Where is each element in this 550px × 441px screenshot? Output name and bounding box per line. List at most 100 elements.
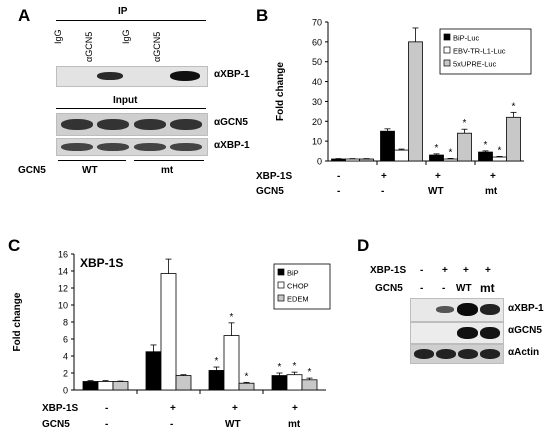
panel-b-gcn5-label: GCN5 xyxy=(256,186,284,197)
ip-xbp1-blot xyxy=(56,66,208,87)
chart-b-legend-label: 5xUPRE-Luc xyxy=(453,60,497,69)
blot-band xyxy=(414,349,434,359)
group-line xyxy=(134,160,204,161)
chart-b-legend-swatch xyxy=(443,59,451,67)
panel-b-xbp-sign: + xyxy=(490,171,496,182)
chart-c-legend-label: EDEM xyxy=(287,295,309,304)
input-label-gcn5: αGCN5 xyxy=(214,117,248,128)
panel-d-gcn5-sign: WT xyxy=(456,283,472,294)
panel-d-xbp-sign: - xyxy=(420,265,424,276)
chart-c-legend-swatch xyxy=(277,294,285,302)
chart-c-bar xyxy=(97,381,114,391)
chart-b-legend-box xyxy=(439,28,532,75)
chart-b-legend-swatch xyxy=(443,46,451,54)
blot-band xyxy=(170,119,202,130)
input-title: Input xyxy=(113,95,138,106)
blot-band xyxy=(97,119,129,130)
panel-c-xbp-sign: + xyxy=(232,403,238,414)
chart-c-bar xyxy=(82,381,99,391)
panel-a-letter: A xyxy=(18,6,31,25)
panel-d-xbp-sign: + xyxy=(485,265,491,276)
chart-c-y-tick-label: 14 xyxy=(58,267,68,277)
chart-c-y-tick-label: 0 xyxy=(63,386,68,396)
blot-band xyxy=(170,71,200,81)
chart-c-significance-star: * xyxy=(278,362,282,373)
chart-b-significance-star: * xyxy=(435,143,439,154)
blot-band xyxy=(61,143,93,151)
chart-c-bar xyxy=(160,273,177,391)
panel-d-gcn5-sign: mt xyxy=(480,281,495,295)
panel-d-gcn5-label: GCN5 xyxy=(375,283,403,294)
panel-c-gcn5-sign: WT xyxy=(225,419,241,430)
panel-b-gcn5-sign: - xyxy=(381,186,385,197)
group-label-mt: mt xyxy=(161,165,174,176)
chart-b-y-tick-label: 40 xyxy=(312,77,322,87)
chart-c-legend-swatch xyxy=(277,281,285,289)
blot-band xyxy=(97,143,129,151)
chart-b-significance-star: * xyxy=(498,145,502,156)
chart-b-y-tick-label: 70 xyxy=(312,18,322,28)
chart-b-y-tick-label: 30 xyxy=(312,97,322,107)
d-gcn5-blot xyxy=(410,322,504,344)
input-xbp1-blot xyxy=(56,138,208,156)
panel-c-xbp-label: XBP-1S xyxy=(42,403,79,414)
blot-band xyxy=(458,349,478,359)
chart-c-bar xyxy=(223,335,240,391)
chart-c-bar xyxy=(112,381,129,391)
blot-band xyxy=(97,72,123,80)
panel-d-gcn5-sign: - xyxy=(420,283,424,294)
panel-d-xbp-label: XBP-1S xyxy=(370,265,407,276)
blot-band xyxy=(480,327,500,339)
chart-c-significance-star: * xyxy=(245,371,249,382)
chart-b-y-tick-label: 0 xyxy=(317,157,322,167)
chart-c-y-tick-label: 2 xyxy=(63,369,68,379)
chart-c-bar xyxy=(286,374,303,391)
panel-b-xbp-label: XBP-1S xyxy=(256,171,293,182)
panel-d-gcn5-sign: - xyxy=(442,283,446,294)
panel-b-gcn5-sign: WT xyxy=(428,186,444,197)
panel-b-gcn5-sign: mt xyxy=(485,186,498,197)
chart-c-y-tick-label: 12 xyxy=(58,284,68,294)
panel-a-row-label: GCN5 xyxy=(18,165,46,176)
chart-c-bar xyxy=(145,351,162,391)
chart-c-y-axis-label: Fold change xyxy=(12,292,23,351)
blot-band xyxy=(436,349,456,359)
blot-band xyxy=(134,119,166,130)
chart-b-significance-star: * xyxy=(449,147,453,158)
chart-c-bar xyxy=(208,370,225,391)
chart-c-bar xyxy=(271,375,288,391)
ip-title-line xyxy=(56,20,206,21)
chart-c-significance-star: * xyxy=(230,312,234,323)
chart-c-significance-star: * xyxy=(293,361,297,372)
panel-c-gcn5-label: GCN5 xyxy=(42,419,70,430)
d-label-actin: αActin xyxy=(508,347,540,358)
input-gcn5-blot xyxy=(56,113,208,136)
panel-d-letter: D xyxy=(357,236,370,255)
d-xbp1-blot xyxy=(410,298,504,322)
blot-band xyxy=(436,306,454,313)
blot-band xyxy=(457,327,478,339)
chart-c-y-tick-label: 8 xyxy=(63,318,68,328)
blot-band xyxy=(457,303,478,316)
panel-b-letter: B xyxy=(256,6,269,25)
d-label-xbp1: αXBP-1 xyxy=(508,303,544,314)
chart-c-legend-label: CHOP xyxy=(287,282,309,291)
panel-c-gcn5-sign: mt xyxy=(288,419,301,430)
chart-c-significance-star: * xyxy=(308,367,312,378)
panel-c-gcn5-sign: - xyxy=(170,419,174,430)
chart-b-legend-label: EBV-TR-L1-Luc xyxy=(453,47,506,56)
d-actin-blot xyxy=(410,344,504,364)
panel-d-xbp-sign: + xyxy=(442,265,448,276)
chart-b-legend-label: BiP-Luc xyxy=(453,34,480,43)
panel-b-gcn5-sign: - xyxy=(337,186,341,197)
chart-c-y-tick-label: 10 xyxy=(58,301,68,311)
input-label-xbp1: αXBP-1 xyxy=(214,140,250,151)
blot-band xyxy=(480,349,500,359)
chart-c-legend-swatch xyxy=(277,268,285,276)
panel-b-xbp-sign: + xyxy=(381,171,387,182)
blot-band xyxy=(61,119,93,130)
d-label-gcn5: αGCN5 xyxy=(508,325,542,336)
group-line xyxy=(58,160,126,161)
